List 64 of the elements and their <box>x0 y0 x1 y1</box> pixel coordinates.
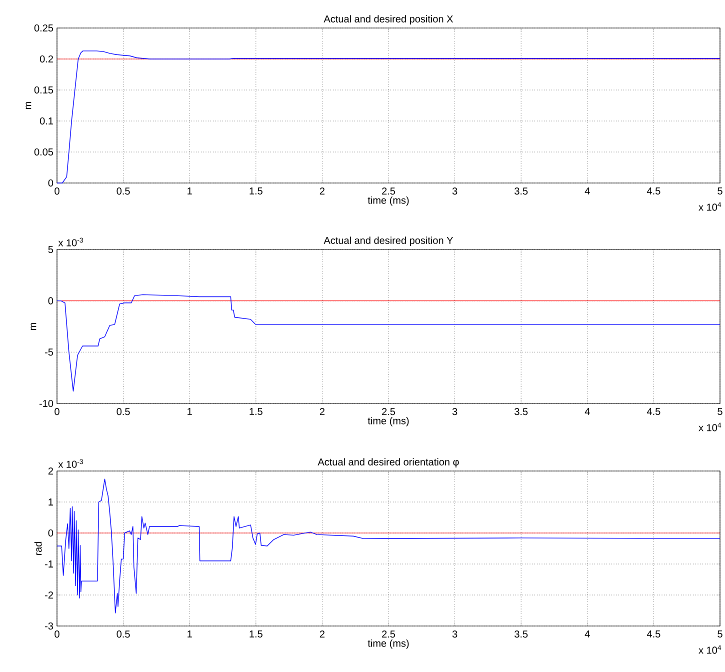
y-tick-label: -10 <box>39 400 54 408</box>
x-tick-label: 2 <box>320 408 324 416</box>
y-tick-label: -5 <box>45 348 54 356</box>
x-tick-label: 2.5 <box>382 630 396 638</box>
x-tick-label: 3.5 <box>514 408 528 416</box>
y-tick-label: 0.05 <box>34 148 54 156</box>
y-tick-label: 0 <box>48 297 54 304</box>
x-tick-label: 3 <box>452 188 458 195</box>
x-tick-label: 3.5 <box>514 630 528 638</box>
y-tick-label: 0.1 <box>40 117 53 125</box>
x-axis-title: time (ms) <box>368 639 409 649</box>
text: x 10$^{4}$ <box>698 202 722 211</box>
x-tick-label: 1.5 <box>250 630 262 638</box>
x-tick-label: 3 <box>452 630 458 638</box>
x-tick-label: 0 <box>54 408 60 416</box>
x-tick-label: 4.5 <box>646 630 660 638</box>
y-tick-label: 0 <box>48 179 54 187</box>
y-axis-title: rad <box>34 542 42 556</box>
y-tick-label: -2 <box>45 592 53 598</box>
x-tick-label: 0.5 <box>116 408 130 416</box>
y-tick-label: 1 <box>48 498 53 506</box>
x-tick-label: 2.5 <box>382 408 396 416</box>
text: x 10$^{-3}$ <box>58 238 84 246</box>
x-tick-label: 2 <box>320 630 324 638</box>
x-tick-label: 0 <box>54 630 60 638</box>
x-tick-label: 1.5 <box>250 408 262 416</box>
x-tick-label: 1 <box>188 408 192 415</box>
x-tick-label: 4 <box>584 630 590 638</box>
x-tick-label: 2.5 <box>382 188 396 195</box>
line-series <box>56 478 720 614</box>
x-tick-label: 4 <box>584 188 590 194</box>
text: x 10$^{4}$ <box>698 422 722 432</box>
y-tick-label: -3 <box>45 622 54 630</box>
x-tick-label: 3 <box>452 408 458 416</box>
chart-title: Actual and desired orientation φ <box>318 458 459 468</box>
x-tick-label: 1 <box>188 630 192 638</box>
x-tick-label: 5 <box>718 408 722 416</box>
x-tick-label: 4.5 <box>646 188 660 194</box>
x-tick-label: 4.5 <box>646 408 660 416</box>
x-axis-title: time (ms) <box>368 196 409 206</box>
x-tick-label: 3.5 <box>514 188 528 195</box>
x-tick-label: 0.5 <box>116 630 130 638</box>
y-axis-title: m <box>26 102 32 109</box>
text: x 10$^{4}$ <box>698 645 722 654</box>
x-tick-label: 1 <box>188 188 192 194</box>
y-tick-label: 0.2 <box>40 55 53 63</box>
x-tick-label: 0 <box>54 188 60 195</box>
y-tick-label: 2 <box>48 468 53 474</box>
y-axis-title: m <box>30 322 36 330</box>
x-tick-label: 4 <box>584 408 590 415</box>
chart-title: Actual and desired position X <box>324 15 454 24</box>
y-tick-label: 0 <box>48 529 54 537</box>
x-tick-label: 5 <box>718 188 722 194</box>
x-axis-title: time (ms) <box>368 416 409 426</box>
x-tick-label: 1.5 <box>250 188 262 194</box>
x-tick-label: 2 <box>320 188 324 195</box>
y-tick-label: 5 <box>48 246 54 253</box>
y-tick-label: -1 <box>45 560 53 568</box>
x-tick-label: 5 <box>718 630 722 638</box>
x-tick-label: 0.5 <box>116 188 130 195</box>
chart-title: Actual and desired position Y <box>324 236 454 246</box>
text: x 10$^{-3}$ <box>58 459 84 468</box>
y-tick-label: 0.15 <box>34 86 54 94</box>
y-tick-label: 0.25 <box>34 24 54 32</box>
